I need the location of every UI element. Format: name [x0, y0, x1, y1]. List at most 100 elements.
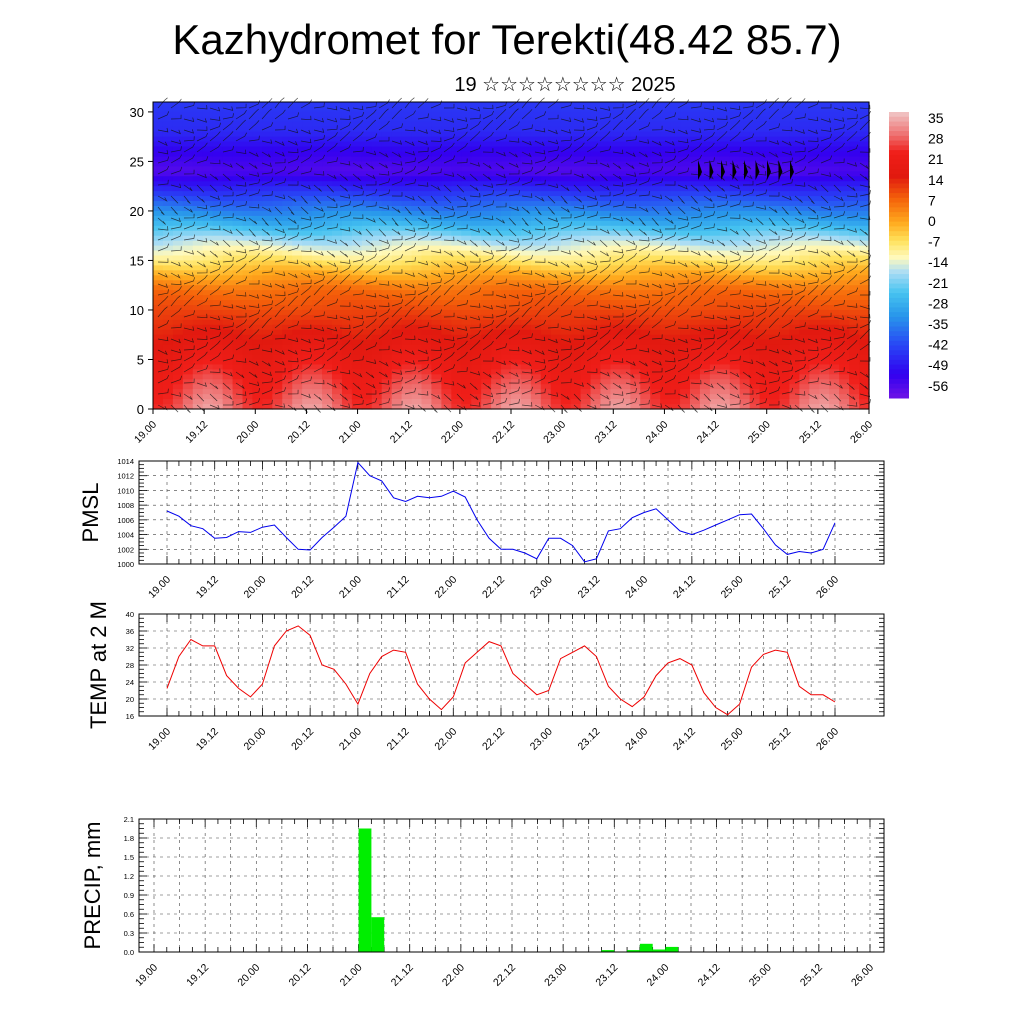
x-tick-label: 26.00 [814, 574, 841, 601]
colorbar-label: -7 [928, 234, 941, 250]
precip-panel: 0.0 0.3 0.6 0.9 1.2 1.5 1.8 2.1 19.00 19.12 20.00 2… [80, 815, 885, 989]
chart-title: Kazhydromet for Terekti(48.42 85.7) [172, 16, 842, 63]
colorbar-swatch [889, 388, 909, 394]
grid [139, 818, 884, 953]
cross-section-panel: 0 5 10 15 20 25 30 19.00 19.12 20.00 20.12 21.00 21.… [130, 97, 875, 446]
x-tick-label: 19.12 [194, 726, 221, 753]
precip-bar [652, 949, 666, 952]
colorbar-label: -35 [928, 316, 948, 332]
x-tick-label: 24.12 [696, 962, 723, 989]
colorbar-label: 0 [928, 213, 936, 229]
colorbar-swatch [889, 121, 909, 127]
colorbar-swatch [889, 364, 909, 370]
x-tick-label: 25.00 [719, 574, 746, 601]
x-tick-label: 21.00 [338, 962, 365, 989]
x-tick-label: 25.00 [747, 962, 774, 989]
colorbar-swatch [889, 340, 909, 347]
x-tick-label: 19.12 [194, 574, 221, 601]
x-tick-label: 25.12 [797, 419, 824, 446]
y-tick-label: 2.1 [124, 815, 134, 824]
temp-panel: 16 20 24 28 32 36 40 19.00 19.12 20.00 20.12 21.00 2… [86, 601, 885, 753]
colorbar-label: -42 [928, 337, 948, 353]
x-tick-label: 26.00 [814, 726, 841, 753]
colorbar-label: -56 [928, 378, 948, 394]
x-tick-label: 26.00 [848, 419, 875, 446]
colorbar-label: -28 [928, 295, 948, 311]
panel-frame [138, 613, 885, 717]
colorbar-swatch [889, 331, 909, 337]
x-tick-label: 24.00 [623, 574, 650, 601]
colorbar-swatch [889, 188, 909, 194]
colorbar-swatch [889, 359, 909, 366]
colorbar-swatch [889, 193, 909, 199]
colorbar-swatch [889, 212, 909, 218]
x-tick-label: 22.12 [480, 574, 507, 601]
colorbar-label: 7 [928, 192, 936, 208]
colorbar-swatch [889, 231, 909, 237]
colorbar-swatch [889, 345, 909, 351]
x-tick-label: 23.12 [575, 574, 602, 601]
y-tick-label: 32 [126, 644, 134, 653]
colorbar-swatch [889, 154, 909, 161]
panel-frame [138, 460, 885, 565]
colorbar-swatch [889, 145, 909, 151]
y-tick-label: 25 [130, 154, 144, 169]
x-tick-label: 23.00 [528, 574, 555, 601]
colorbar-label: 14 [928, 172, 944, 188]
colorbar-swatch [889, 383, 909, 389]
x-tick-label: 24.00 [623, 726, 650, 753]
x-tick-label: 20.12 [286, 962, 313, 989]
y-tick-label: 28 [126, 661, 134, 670]
colorbar-swatch [889, 140, 909, 146]
colorbar-swatch [889, 112, 909, 118]
x-tick-label: 23.00 [541, 419, 568, 446]
y-tick-label: 1010 [117, 486, 134, 495]
y-tick-label: 10 [130, 303, 144, 318]
colorbar-label: 28 [928, 131, 944, 147]
x-tick-label: 21.12 [385, 726, 412, 753]
colorbar-swatch [889, 288, 909, 294]
colorbar-swatch [889, 369, 909, 375]
colorbar-label: -14 [928, 254, 948, 270]
colorbar-swatch [889, 173, 909, 180]
colorbar-swatch [889, 135, 909, 142]
y-axis-title: TEMP at 2 M [86, 601, 111, 729]
y-tick-label: 1006 [117, 516, 134, 525]
y-tick-label: 0 [137, 402, 144, 417]
colorbar-swatch [889, 355, 909, 361]
x-tick-label: 23.12 [592, 419, 619, 446]
x-tick-label: 22.00 [439, 419, 466, 446]
x-tick-label: 20.00 [241, 726, 268, 753]
colorbar-label: -49 [928, 357, 948, 373]
x-tick-label: 22.00 [432, 726, 459, 753]
x-tick-label: 21.12 [389, 962, 416, 989]
x-tick-label: 19.12 [183, 419, 210, 446]
colorbar-swatch [889, 255, 909, 261]
x-tick-label: 21.12 [385, 574, 412, 601]
colorbar-swatch [889, 321, 909, 327]
flag-barbs [698, 160, 794, 180]
x-tick-label: 24.00 [643, 419, 670, 446]
x-tick-label: 21.12 [388, 419, 415, 446]
colorbar-swatch [889, 393, 909, 399]
precip-bar [639, 943, 653, 952]
colorbar-swatch [889, 164, 909, 170]
colorbar-swatch [889, 207, 909, 213]
y-tick-label: 16 [126, 712, 134, 721]
x-tick-label: 25.12 [798, 962, 825, 989]
x-tick-label: 19.00 [146, 726, 173, 753]
colorbar-swatch [889, 226, 909, 232]
y-tick-label: 0.9 [124, 891, 134, 900]
y-axis-title: PMSL [78, 483, 103, 543]
y-tick-label: 1014 [117, 457, 134, 466]
colorbar-swatch [889, 250, 909, 256]
chart-subtitle: 19 ☆☆☆☆☆☆☆☆ 2025 [454, 74, 676, 96]
x-tick-label: 22.12 [491, 962, 518, 989]
y-tick-label: 40 [126, 610, 134, 619]
y-tick-label: 5 [137, 352, 144, 367]
colorbar-swatch [889, 183, 909, 189]
colorbar-swatch [889, 159, 909, 165]
x-tick-label: 21.00 [337, 419, 364, 446]
colorbar-swatch [889, 350, 909, 356]
